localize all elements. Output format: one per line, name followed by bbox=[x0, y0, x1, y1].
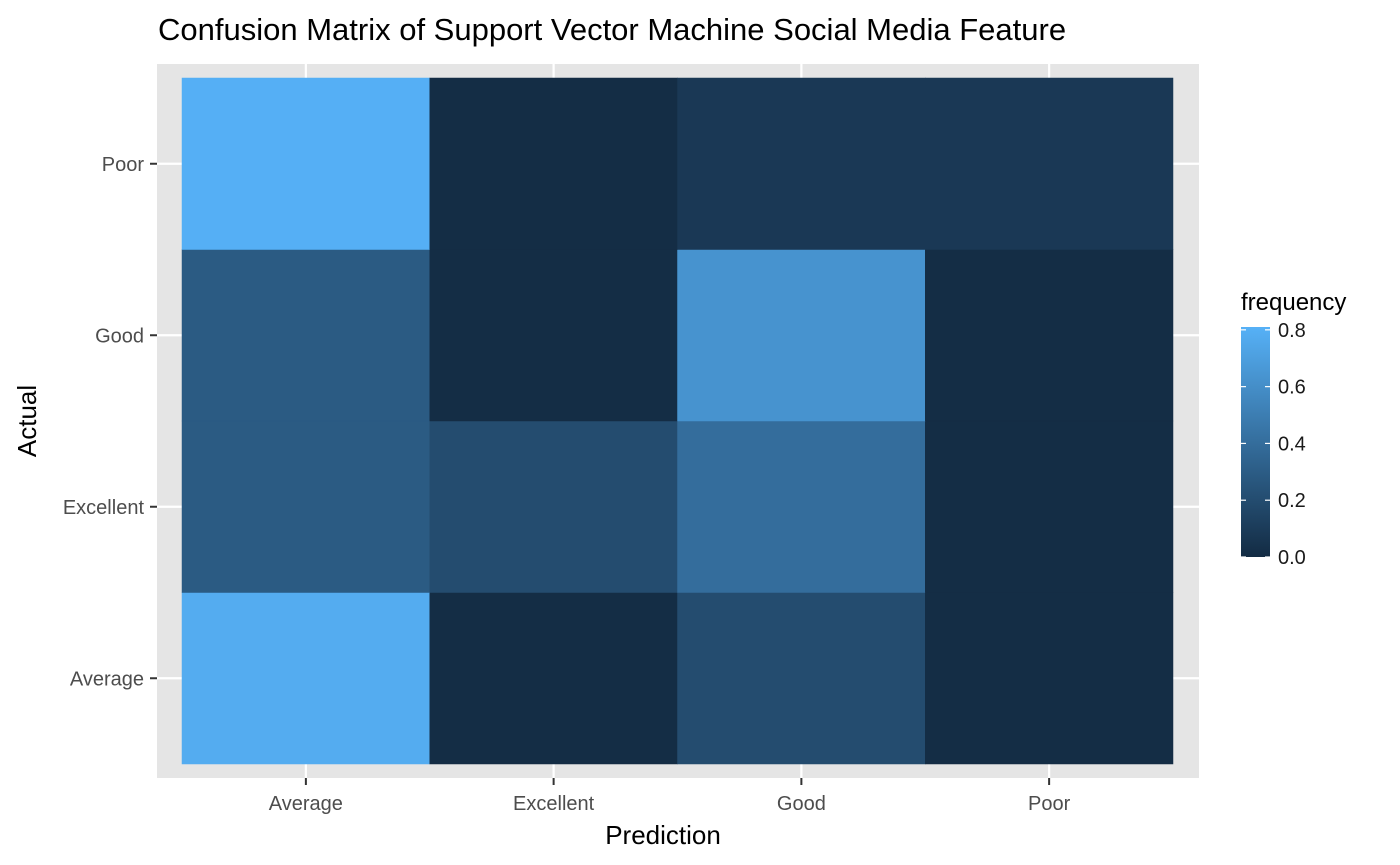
heatmap-cell-average-good bbox=[677, 592, 926, 765]
y-tick-label: Good bbox=[95, 325, 144, 347]
y-tick-label: Poor bbox=[102, 154, 145, 176]
y-tick-label: Excellent bbox=[63, 497, 145, 519]
legend-colorbar bbox=[1241, 327, 1270, 557]
heatmap-cell-excellent-good bbox=[677, 420, 926, 593]
heatmap-cell-average-excellent bbox=[429, 592, 678, 765]
heatmap-cell-excellent-poor bbox=[925, 420, 1174, 593]
heatmap-cell-good-excellent bbox=[429, 249, 678, 422]
legend-tick-label: 0.2 bbox=[1278, 490, 1306, 512]
heatmap-cell-poor-excellent bbox=[429, 77, 678, 250]
legend: frequency 0.0 0.2 0.4 0.6 0.8 bbox=[1241, 289, 1346, 569]
legend-tick-label: 0.6 bbox=[1278, 377, 1306, 399]
heatmap-cell-good-good bbox=[677, 249, 926, 422]
y-tick-label: Average bbox=[70, 668, 144, 690]
x-axis: Average Excellent Good Poor bbox=[269, 778, 1071, 815]
chart-title: Confusion Matrix of Support Vector Machi… bbox=[158, 12, 1066, 47]
legend-tick-label: 0.4 bbox=[1278, 433, 1306, 455]
x-axis-title: Prediction bbox=[605, 820, 721, 850]
y-axis: Average Excellent Good Poor bbox=[63, 154, 157, 690]
heatmap-cell-poor-poor bbox=[925, 77, 1174, 250]
heatmap-cell-excellent-average bbox=[181, 420, 430, 593]
heatmap-tiles bbox=[181, 77, 1174, 765]
legend-tick-label: 0.0 bbox=[1278, 547, 1306, 569]
x-tick-label: Average bbox=[269, 793, 343, 815]
heatmap-cell-poor-good bbox=[677, 77, 926, 250]
heatmap-cell-excellent-excellent bbox=[429, 420, 678, 593]
x-tick-label: Poor bbox=[1028, 793, 1071, 815]
heatmap-cell-good-average bbox=[181, 249, 430, 422]
heatmap-cell-good-poor bbox=[925, 249, 1174, 422]
x-tick-label: Excellent bbox=[513, 793, 595, 815]
heatmap-cell-average-average bbox=[181, 592, 430, 765]
heatmap-cell-average-poor bbox=[925, 592, 1174, 765]
legend-title: frequency bbox=[1241, 289, 1346, 316]
legend-tick-label: 0.8 bbox=[1278, 320, 1306, 342]
legend-ticks: 0.0 0.2 0.4 0.6 0.8 bbox=[1241, 320, 1306, 569]
heatmap-cell-poor-average bbox=[181, 77, 430, 250]
x-tick-label: Good bbox=[777, 793, 826, 815]
y-axis-title: Actual bbox=[12, 385, 42, 457]
